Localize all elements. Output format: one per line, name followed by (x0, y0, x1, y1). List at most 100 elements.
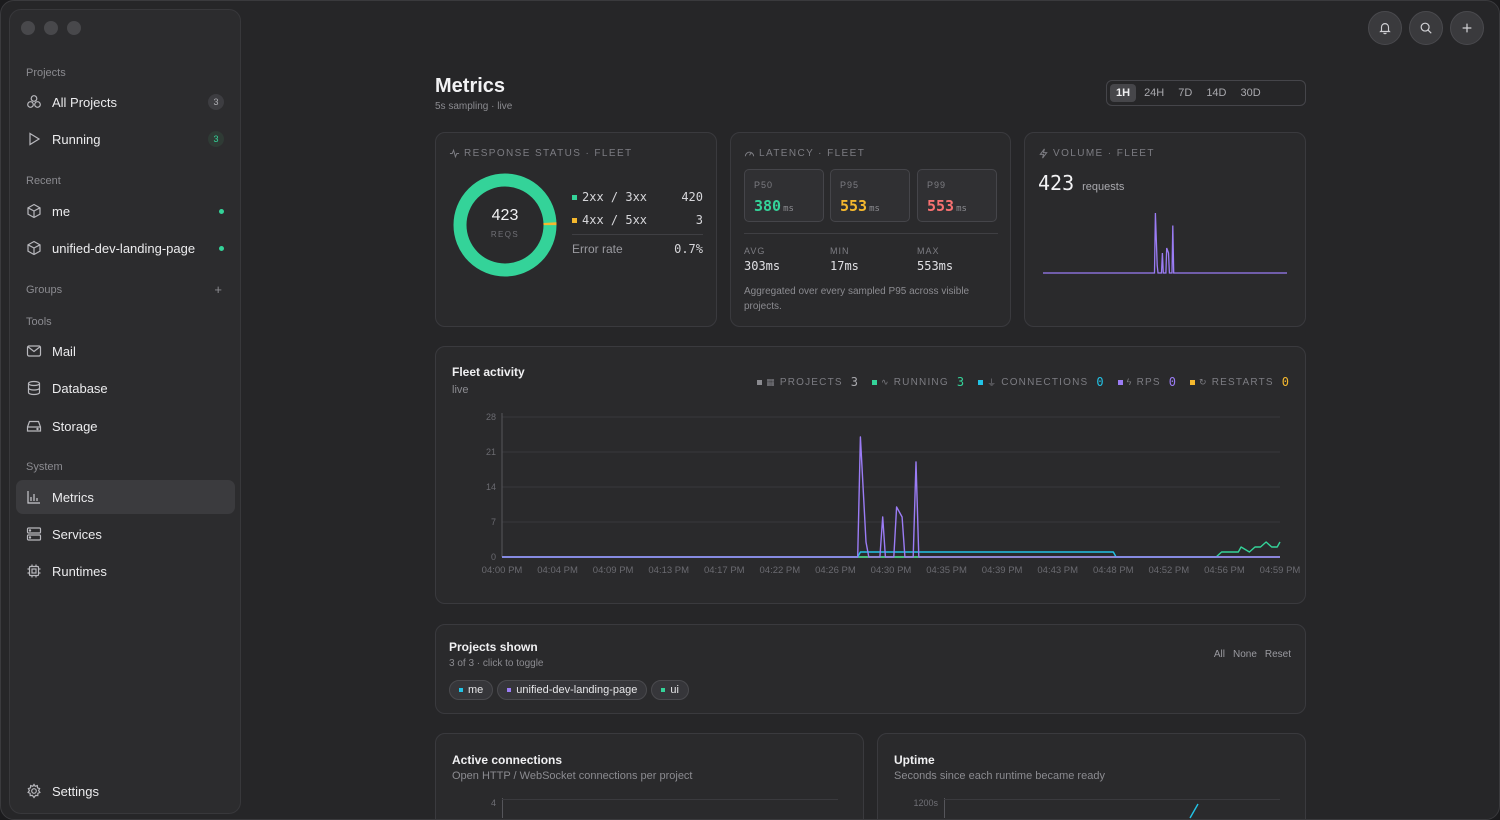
donut-segment-2xx (453, 173, 557, 277)
projects-shown-card: Projects shown 3 of 3 · click to toggle … (435, 624, 1306, 714)
plug-icon: ⏚ (987, 377, 998, 388)
legend-connections[interactable]: ⏚ CONNECTIONS 0 (978, 375, 1104, 389)
add-button[interactable] (1450, 11, 1484, 45)
count-badge: 3 (208, 131, 224, 147)
range-option-30d[interactable]: 30D (1240, 87, 1261, 99)
sidebar: Projects All Projects 3 Running 3 Recent… (9, 9, 241, 814)
stat-max: MAX 553ms (917, 246, 954, 273)
series-line-running (502, 541, 1281, 558)
legend-swatch (572, 194, 577, 200)
x-tick-label: 04:35 PM (926, 565, 967, 576)
time-range-selector: 1H 24H 7D 14D 30D (1106, 80, 1306, 106)
card-label: VOLUME · FLEET (1038, 148, 1155, 159)
response-status-card: RESPONSE STATUS · FLEET 423 REQS 2xx / 3… (435, 132, 717, 327)
maximize-window-button[interactable] (67, 21, 81, 35)
x-tick-label: 04:09 PM (593, 565, 634, 576)
search-icon (1420, 22, 1432, 34)
sidebar-item-label: Metrics (52, 489, 94, 505)
fleet-legend: ▦ PROJECTS 3 ∿ RUNNING 3 ⏚ CONNECTIONS 0 ϟ RPS 0… (757, 375, 1289, 389)
y-tick-label: 28 (486, 412, 496, 422)
sidebar-item-runtimes[interactable]: Runtimes (16, 554, 235, 588)
x-tick-label: 04:00 PM (482, 565, 523, 576)
legend-projects[interactable]: ▦ PROJECTS 3 (757, 375, 858, 389)
x-tick-label: 04:56 PM (1204, 565, 1245, 576)
select-none-link[interactable]: None (1232, 649, 1257, 660)
sidebar-item-settings[interactable]: Settings (16, 774, 235, 808)
play-icon (29, 132, 41, 146)
project-chip-unified-dev-landing-page[interactable]: unified-dev-landing-page (497, 680, 648, 700)
reset-link[interactable]: Reset (1264, 649, 1291, 660)
close-window-button[interactable] (21, 21, 35, 35)
gridline (502, 799, 838, 800)
y-tick-label: 4 (490, 798, 496, 808)
section-label-system: System (26, 461, 63, 473)
sidebar-item-database[interactable]: Database (16, 371, 235, 405)
refresh-icon: ↻ (1198, 376, 1208, 387)
uptime-line (1189, 803, 1199, 819)
y-tick-label: 7 (491, 517, 496, 527)
search-button[interactable] (1409, 11, 1443, 45)
y-axis (502, 798, 503, 818)
status-row-4xx: 4xx / 5xx 3 (572, 213, 703, 227)
latency-card: LATENCY · FLEET P50 380 ms P95 553 ms P99 … (730, 132, 1011, 327)
bell-icon (1379, 23, 1391, 35)
sidebar-item-all-projects[interactable]: All Projects 3 (16, 85, 235, 119)
status-dot (219, 245, 224, 251)
sidebar-item-label: Running (52, 131, 101, 147)
project-chip-ui[interactable]: ui (651, 680, 689, 700)
bar-chart-icon (27, 491, 40, 504)
stat-avg: AVG 303ms (744, 246, 781, 273)
sidebar-item-metrics[interactable]: Metrics (16, 480, 235, 514)
sidebar-item-label: Storage (52, 418, 98, 434)
series-line-connections (502, 551, 1280, 558)
fleet-subtitle: live (452, 384, 469, 396)
legend-rps[interactable]: ϟ RPS 0 (1117, 375, 1176, 389)
legend-running[interactable]: ∿ RUNNING 3 (872, 375, 964, 389)
fleet-activity-card: Fleet activity live ▦ PROJECTS 3 ∿ RUNNING 3… (435, 346, 1306, 604)
legend-restarts[interactable]: ↻ RESTARTS 0 (1189, 375, 1289, 389)
uptime-subtitle: Seconds since each runtime became ready (894, 770, 1105, 782)
range-option-14d[interactable]: 14D (1206, 87, 1227, 99)
bolt-icon (1039, 148, 1048, 159)
y-axis (944, 798, 945, 818)
project-chip-me[interactable]: me (449, 680, 494, 700)
volume-sparkline (1043, 212, 1287, 274)
sidebar-item-label: unified-dev-landing-page (52, 240, 196, 256)
volume-card: VOLUME · FLEET 423 requests (1024, 132, 1306, 327)
sidebar-item-mail[interactable]: Mail (16, 334, 235, 368)
minimize-window-button[interactable] (44, 21, 58, 35)
fleet-title: Fleet activity (452, 365, 525, 379)
x-tick-label: 04:17 PM (704, 565, 745, 576)
sidebar-item-running[interactable]: Running 3 (16, 122, 235, 156)
select-all-link[interactable]: All (1213, 649, 1225, 660)
x-tick-label: 04:52 PM (1149, 565, 1190, 576)
sidebar-item-storage[interactable]: Storage (16, 409, 235, 443)
p95-value: 553 (840, 197, 868, 215)
sidebar-item-unified-dev-landing-page[interactable]: unified-dev-landing-page (16, 231, 235, 265)
donut-segment-4xx (453, 173, 557, 277)
p50-value: 380 (754, 197, 782, 215)
range-option-7d[interactable]: 7D (1178, 87, 1193, 99)
sidebar-item-me[interactable]: me (16, 194, 235, 228)
notifications-button[interactable] (1368, 11, 1402, 45)
range-option-24h[interactable]: 24H (1144, 87, 1165, 99)
uptime-title: Uptime (894, 753, 935, 767)
pulse-icon (449, 148, 460, 159)
volume-unit: requests (1082, 181, 1125, 193)
active-connections-card: Active connections Open HTTP / WebSocket… (435, 733, 864, 819)
projects-icon (27, 95, 41, 108)
database-icon (27, 380, 41, 396)
uptime-card: Uptime Seconds since each runtime became… (877, 733, 1306, 819)
x-tick-label: 04:13 PM (648, 565, 689, 576)
gridline (944, 799, 1280, 800)
x-tick-label: 04:04 PM (537, 565, 578, 576)
sidebar-item-services[interactable]: Services (16, 517, 235, 551)
chip-icon (27, 564, 41, 578)
divider (744, 233, 998, 234)
range-option-1h[interactable]: 1H (1110, 84, 1137, 102)
active-connections-title: Active connections (452, 753, 563, 767)
x-tick-label: 04:43 PM (1037, 565, 1078, 576)
status-dot (219, 208, 224, 214)
add-group-button[interactable]: + (214, 282, 222, 297)
